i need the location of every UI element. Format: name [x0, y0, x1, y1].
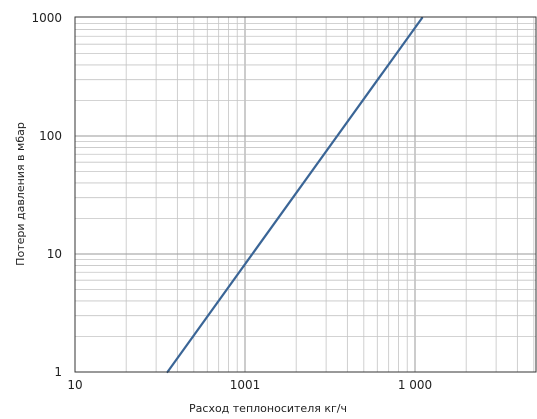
plot-area	[75, 17, 536, 372]
grid	[75, 17, 536, 372]
y-tick-label-2: 100	[39, 129, 62, 143]
y-axis-label: Потери давления в мбар	[14, 122, 27, 266]
x-tick-label-1: 1001	[230, 378, 261, 392]
x-axis-label: Расход теплоносителя кг/ч	[189, 402, 347, 415]
y-tick-labels: 1 10 100 1000	[31, 11, 62, 379]
y-tick-label-1: 10	[47, 247, 62, 261]
y-tick-label-3: 1000	[31, 11, 62, 25]
x-tick-labels: 10 1001 1 000	[67, 378, 432, 392]
series-layer	[166, 16, 424, 374]
x-tick-label-2: 1 000	[398, 378, 432, 392]
series-line-0	[166, 16, 424, 374]
x-tick-label-0: 10	[67, 378, 82, 392]
y-tick-label-0: 1	[54, 365, 62, 379]
plot-frame	[74, 16, 537, 373]
